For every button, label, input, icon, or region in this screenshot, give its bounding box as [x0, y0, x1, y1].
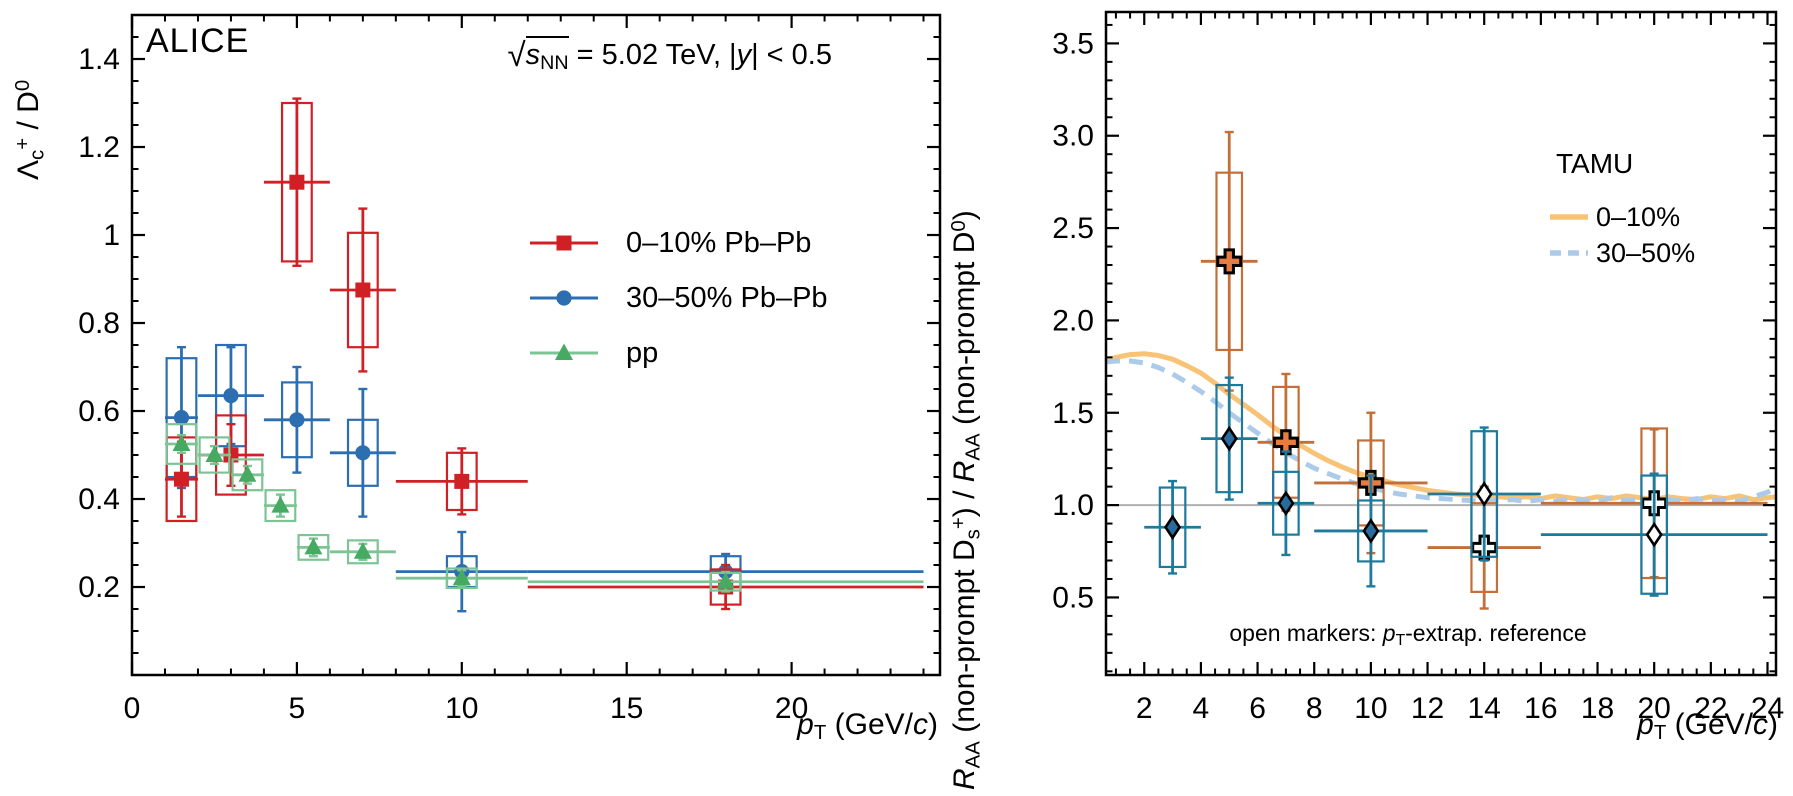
- svg-text:10: 10: [445, 692, 478, 725]
- legend-label-pp: pp: [626, 336, 659, 369]
- xlabel-unit-close-right: ): [1768, 708, 1778, 741]
- open-markers-note: open markers: pT-extrap. reference: [1158, 620, 1658, 650]
- xlabel-c-right: c: [1753, 708, 1768, 741]
- svg-text:6: 6: [1249, 692, 1266, 725]
- right-x-axis-title: pT (GeV/c): [1588, 708, 1778, 745]
- raa-sub: AA: [962, 741, 985, 769]
- note-sub: T: [1395, 631, 1406, 649]
- svg-text:8: 8: [1306, 692, 1323, 725]
- lambda-sub: c: [26, 149, 49, 160]
- pt-symbol: p: [797, 708, 814, 741]
- note-prefix: open markers:: [1229, 620, 1383, 646]
- tamu-legend-30-50: 30–50%: [1548, 238, 1695, 268]
- legend-marker-30-50-pbpb: [530, 290, 598, 306]
- svg-text:16: 16: [1524, 692, 1557, 725]
- svg-text:20: 20: [1637, 692, 1670, 725]
- svg-text:14: 14: [1468, 692, 1501, 725]
- tamu-line-30-50: [1550, 250, 1588, 256]
- ylabel-t3: (non-prompt D: [948, 231, 982, 434]
- subtitle-tail: | < 0.5: [751, 39, 832, 71]
- xlabel-unit-open-right: (GeV/: [1666, 708, 1753, 741]
- d0-sup-right: 0: [948, 220, 970, 232]
- legend-label-30-50-pbpb: 30–50% Pb–Pb: [626, 281, 828, 314]
- svg-text:3.5: 3.5: [1052, 27, 1094, 60]
- left-x-axis-title: pT (GeV/c): [748, 708, 938, 745]
- svg-text:18: 18: [1581, 692, 1614, 725]
- svg-text:2.5: 2.5: [1052, 212, 1094, 245]
- legend-item-pp: pp: [528, 337, 658, 369]
- ylabel-t4: ): [948, 210, 982, 221]
- svg-text:1: 1: [103, 219, 120, 252]
- svg-text:2: 2: [1136, 692, 1153, 725]
- pt-sub-right: T: [1653, 722, 1667, 745]
- tamu-label-0-10: 0–10%: [1596, 201, 1681, 232]
- tamu-label-30-50: 30–50%: [1596, 237, 1696, 268]
- svg-text:0: 0: [124, 692, 141, 725]
- alice-label: ALICE: [146, 22, 250, 60]
- svg-text:1.2: 1.2: [78, 131, 120, 164]
- ds-sup: +: [948, 517, 970, 530]
- pt-sub: T: [813, 722, 827, 745]
- legend-item-30-50-pbpb: 30–50% Pb–Pb: [528, 282, 828, 314]
- lambda-symbol: Λ: [12, 159, 46, 180]
- tamu-line-0-10: [1550, 214, 1588, 220]
- xlabel-unit-open: (GeV/: [826, 708, 913, 741]
- raa-symbol-2: R: [948, 460, 982, 483]
- subtitle-eq: = 5.02 TeV, |: [568, 39, 737, 71]
- legend-label-0-10-pbpb: 0–10% Pb–Pb: [626, 226, 812, 259]
- note-p: p: [1382, 620, 1396, 646]
- svg-text:5: 5: [289, 692, 306, 725]
- left-y-axis-title: Λc+ / D0: [12, 80, 49, 180]
- right-y-axis-title: RAA (non-prompt Ds+) / RAA (non-prompt D…: [948, 210, 985, 790]
- ylabel-mid: / D: [12, 91, 46, 138]
- svg-text:0.4: 0.4: [78, 483, 120, 516]
- tamu-legend-title: TAMU: [1556, 148, 1634, 179]
- collision-energy-label: √sNN = 5.02 TeV, |y| < 0.5: [400, 36, 832, 75]
- svg-text:22: 22: [1694, 692, 1727, 725]
- note-rest: -extrap. reference: [1405, 620, 1587, 646]
- xlabel-unit-close: ): [928, 708, 938, 741]
- svg-text:20: 20: [775, 692, 808, 725]
- svg-text:12: 12: [1411, 692, 1444, 725]
- lambda-sup: +: [12, 137, 34, 150]
- svg-text:0.5: 0.5: [1052, 581, 1094, 614]
- raa-symbol: R: [948, 768, 982, 790]
- svg-text:0.8: 0.8: [78, 307, 120, 340]
- svg-text:1.5: 1.5: [1052, 397, 1094, 430]
- svg-text:1.4: 1.4: [78, 43, 120, 76]
- legend-marker-0-10-pbpb: [530, 235, 598, 251]
- sqrt-s: s: [525, 39, 541, 71]
- svg-text:3.0: 3.0: [1052, 120, 1094, 153]
- xlabel-c: c: [913, 708, 928, 741]
- svg-text:2.0: 2.0: [1052, 304, 1094, 337]
- svg-text:1.0: 1.0: [1052, 489, 1094, 522]
- d0-sup: 0: [12, 79, 34, 92]
- tamu-legend-0-10: 0–10%: [1548, 202, 1680, 232]
- svg-text:0.2: 0.2: [78, 571, 120, 604]
- ylabel-t2: ) /: [948, 482, 982, 518]
- svg-text:4: 4: [1193, 692, 1210, 725]
- legend-marker-pp: [530, 343, 598, 360]
- pt-symbol-right: p: [1637, 708, 1654, 741]
- svg-text:24: 24: [1751, 692, 1784, 725]
- svg-text:10: 10: [1354, 692, 1387, 725]
- ds-sub: s: [962, 529, 985, 540]
- sqrt-s-sub: NN: [540, 51, 569, 74]
- legend-item-0-10-pbpb: 0–10% Pb–Pb: [528, 227, 811, 259]
- subtitle-y: y: [736, 39, 752, 71]
- raa-sub-2: AA: [962, 433, 985, 461]
- svg-text:15: 15: [610, 692, 643, 725]
- sqrt-radical: √: [507, 36, 526, 73]
- svg-text:0.6: 0.6: [78, 395, 120, 428]
- ylabel-t1: (non-prompt D: [948, 539, 982, 742]
